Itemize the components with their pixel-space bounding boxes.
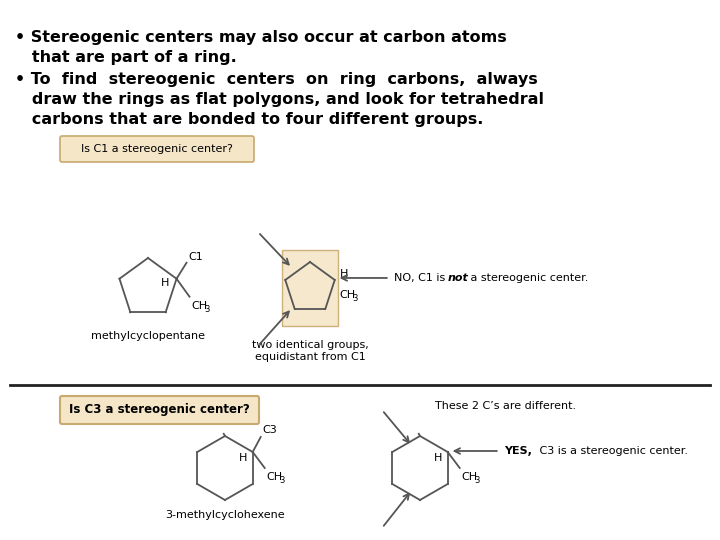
Text: draw the rings as flat polygons, and look for tetrahedral: draw the rings as flat polygons, and loo…	[15, 92, 544, 107]
Text: C1: C1	[189, 252, 203, 262]
FancyBboxPatch shape	[60, 136, 254, 162]
Text: carbons that are bonded to four different groups.: carbons that are bonded to four differen…	[15, 112, 483, 127]
Text: • Stereogenic centers may also occur at carbon atoms: • Stereogenic centers may also occur at …	[15, 30, 507, 45]
Text: H: H	[434, 453, 443, 463]
Text: 3: 3	[279, 476, 285, 485]
FancyBboxPatch shape	[60, 396, 259, 424]
Text: C3 is a stereogenic center.: C3 is a stereogenic center.	[536, 446, 688, 456]
Text: YES,: YES,	[504, 446, 531, 456]
Text: H: H	[239, 453, 248, 463]
Text: 3: 3	[204, 305, 210, 314]
Text: 3-methylcyclohexene: 3-methylcyclohexene	[165, 510, 285, 520]
Text: Is C1 a stereogenic center?: Is C1 a stereogenic center?	[81, 144, 233, 154]
Text: that are part of a ring.: that are part of a ring.	[15, 50, 237, 65]
Text: not: not	[448, 273, 469, 283]
Text: • To  find  stereogenic  centers  on  ring  carbons,  always: • To find stereogenic centers on ring ca…	[15, 72, 538, 87]
Text: CH: CH	[266, 472, 283, 482]
Text: a stereogenic center.: a stereogenic center.	[467, 273, 588, 283]
Text: CH: CH	[192, 301, 207, 310]
Text: equidistant from C1: equidistant from C1	[255, 352, 365, 362]
Text: These 2 C’s are different.: These 2 C’s are different.	[435, 401, 576, 411]
Text: H: H	[161, 278, 169, 288]
Text: 3: 3	[474, 476, 480, 485]
Text: two identical groups,: two identical groups,	[251, 340, 369, 350]
Text: H: H	[340, 269, 348, 279]
Text: C3: C3	[263, 425, 277, 435]
Text: Is C3 a stereogenic center?: Is C3 a stereogenic center?	[69, 403, 250, 416]
FancyBboxPatch shape	[282, 250, 338, 326]
Text: methylcyclopentane: methylcyclopentane	[91, 331, 205, 341]
Text: CH: CH	[462, 472, 478, 482]
Text: 3: 3	[353, 294, 358, 303]
Text: CH: CH	[340, 290, 356, 300]
Text: NO, C1 is: NO, C1 is	[394, 273, 449, 283]
